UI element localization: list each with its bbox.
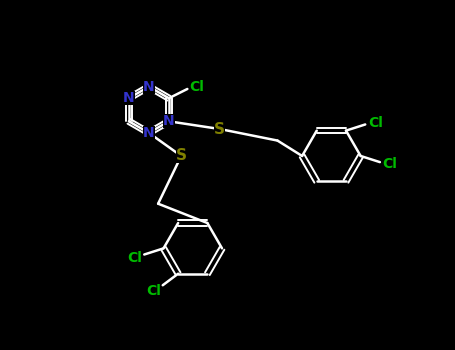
Text: N: N — [143, 80, 155, 94]
Text: N: N — [143, 126, 155, 140]
Text: N: N — [123, 91, 135, 105]
Text: N: N — [163, 114, 175, 128]
Text: S: S — [214, 121, 225, 136]
Text: S: S — [176, 148, 187, 163]
Text: Cl: Cl — [189, 80, 204, 94]
Text: Cl: Cl — [127, 251, 142, 265]
Text: Cl: Cl — [368, 116, 383, 130]
Text: Cl: Cl — [146, 284, 161, 298]
Text: Cl: Cl — [383, 157, 397, 171]
